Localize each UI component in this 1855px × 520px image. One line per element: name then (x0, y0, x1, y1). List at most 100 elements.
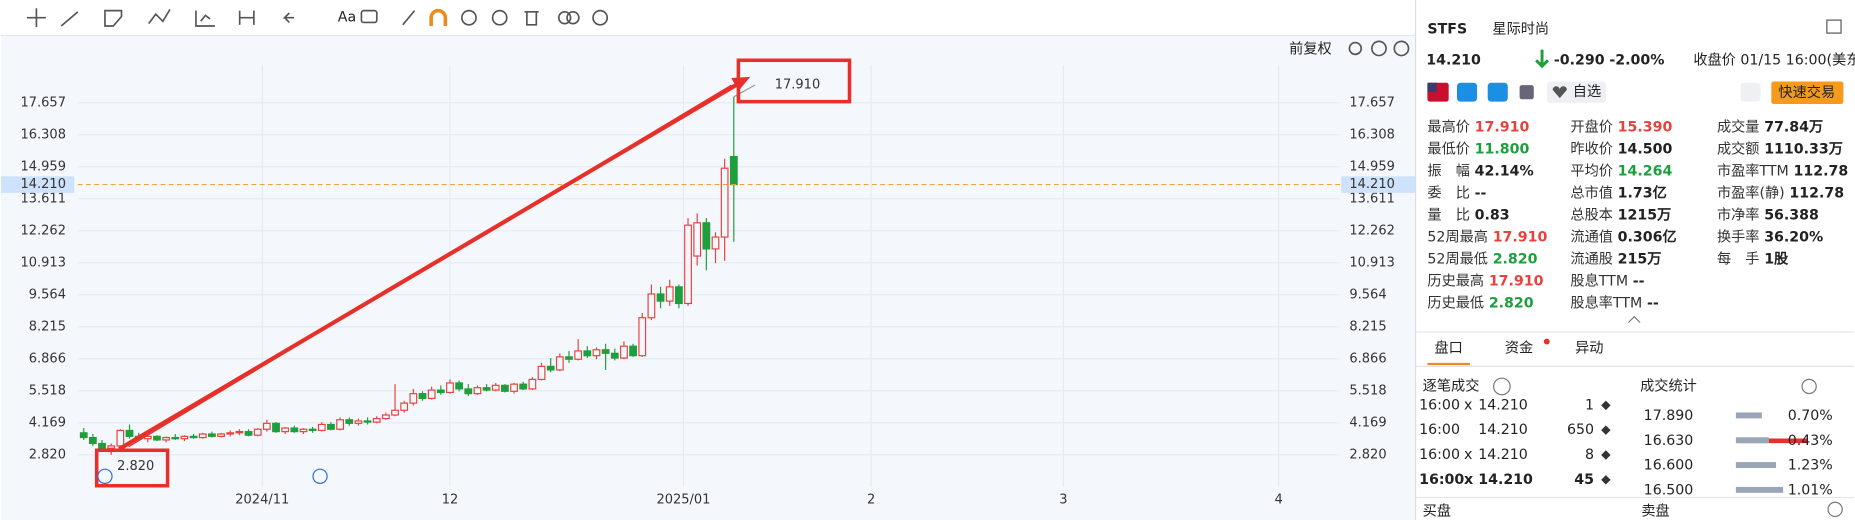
candle-body (620, 345, 628, 359)
x-tick-label: 2025/01 (656, 492, 710, 507)
trade-label[interactable]: 快速交易 (1778, 84, 1835, 101)
undo-tool[interactable] (282, 12, 295, 24)
y-tick-label: 12.262 (21, 223, 66, 238)
pen-tool[interactable] (402, 10, 416, 26)
note-tool[interactable] (360, 9, 378, 24)
magnet-tool[interactable] (429, 8, 448, 26)
y-tick-label: 9.564 (29, 287, 66, 302)
stat-value: 77.84万 (1764, 120, 1823, 136)
y-tick-label-right: 2.820 (1349, 447, 1386, 462)
tab[interactable]: 异动 (1575, 341, 1603, 357)
help-icon[interactable] (1493, 377, 1511, 396)
tick-volume: 45 (1574, 472, 1594, 488)
y-tick-label-right: 5.518 (1349, 383, 1386, 398)
stat-row: 流通股 215万 (1570, 252, 1661, 268)
stat-label: 开盘价 (1570, 119, 1613, 136)
zoom-out-button[interactable] (1371, 40, 1387, 57)
hide-tool[interactable] (491, 9, 508, 26)
adjust-mode[interactable]: 前复权 (1289, 41, 1332, 58)
compare-b[interactable] (566, 10, 580, 25)
candle-body (665, 286, 674, 302)
lock-tool[interactable] (461, 9, 477, 26)
tab[interactable]: 盘口 (1435, 340, 1463, 357)
delete-tool[interactable] (524, 10, 539, 26)
candle-body (519, 383, 528, 390)
panel-menu[interactable] (1826, 19, 1842, 34)
more-icon[interactable] (1801, 378, 1817, 395)
stat-label: 每 手 (1717, 252, 1760, 268)
y-tick-label-right: 17.657 (1349, 95, 1394, 110)
help-icon[interactable] (1827, 501, 1843, 518)
candle-body (171, 436, 180, 440)
candle-body (198, 433, 207, 439)
shape-tool[interactable] (104, 9, 123, 27)
stat-value: 17.910 (1489, 274, 1544, 290)
fib-tool[interactable] (195, 10, 215, 27)
stat-label: 历史最低 (1427, 295, 1484, 311)
candle-body (537, 365, 546, 381)
annotation-box-high (736, 58, 852, 104)
stat-value: -- (1647, 295, 1659, 311)
alert-button[interactable] (1740, 82, 1761, 102)
move-tool[interactable] (26, 8, 46, 28)
stat-label: 历史最高 (1427, 273, 1484, 290)
tab[interactable]: 资金 (1505, 341, 1533, 357)
event-marker[interactable] (97, 468, 113, 484)
stat-value: 11.800 (1475, 142, 1530, 158)
measure-tool[interactable] (238, 10, 255, 25)
collapse-icon[interactable] (1627, 315, 1641, 324)
tick-price: 14.210 (1478, 472, 1533, 488)
candle-body (729, 156, 738, 186)
candle-body (491, 384, 500, 391)
stat-label: 换手率 (1717, 229, 1760, 246)
x-tick-label: 2 (867, 492, 875, 507)
candle-body (610, 352, 619, 359)
candle-body (446, 382, 454, 394)
stat-row: 总股本 1215万 (1570, 208, 1671, 224)
stat-row: 52周最低 2.820 (1427, 252, 1537, 268)
stat-label: 最高价 (1427, 119, 1470, 136)
tick-time: 16:00 (1419, 472, 1464, 488)
tick-price: 14.210 (1478, 447, 1528, 463)
price-tag-bg (1341, 176, 1416, 193)
price-change: -0.290 (1554, 52, 1605, 68)
trade-button[interactable] (1771, 81, 1844, 104)
ticks-title: 逐笔成交 (1423, 377, 1480, 394)
watch-label[interactable]: 自选 (1573, 84, 1601, 100)
x-tick-label: 3 (1059, 492, 1067, 507)
line-tool[interactable] (60, 11, 79, 27)
stat-row: 量 比 0.83 (1427, 208, 1509, 224)
stat-label: 总股本 (1570, 208, 1613, 224)
candle-body (381, 414, 390, 420)
settings-tool[interactable] (592, 9, 609, 26)
candle-body (79, 432, 88, 439)
stat-bar (1735, 486, 1784, 493)
x-tick-label: 4 (1274, 492, 1282, 507)
compare-a[interactable] (557, 10, 572, 25)
icon-lightning[interactable] (1456, 82, 1478, 102)
stat-bar (1735, 462, 1777, 468)
event-marker[interactable] (312, 468, 328, 484)
tick-flag: x (1464, 397, 1472, 413)
candle-body (217, 433, 225, 437)
tick-volume: 1 (1585, 397, 1594, 413)
candle-body (647, 293, 656, 319)
stat-row: 最低价 11.800 (1427, 142, 1529, 158)
stat-label: 昨收价 (1570, 142, 1613, 158)
chart-panel (0, 0, 1416, 520)
icon-note[interactable] (1519, 85, 1534, 100)
stat-value: 2.820 (1489, 295, 1534, 311)
candle-body (684, 224, 692, 305)
stat-row: 换手率 36.20% (1717, 229, 1823, 246)
stat-value: 1.73亿 (1618, 185, 1667, 202)
tick-direction (1601, 475, 1611, 485)
candle-body (153, 435, 161, 441)
toolbar-icons (26, 8, 609, 28)
stat-value: 112.78 (1789, 186, 1844, 202)
stat-row: 振 幅 42.14% (1427, 164, 1533, 180)
reset-button[interactable] (1348, 41, 1363, 56)
wave-tool[interactable] (148, 9, 171, 25)
zoom-in-button[interactable] (1393, 40, 1410, 57)
icon-tag[interactable] (1487, 82, 1508, 102)
text-tool[interactable]: Aa (338, 10, 356, 26)
